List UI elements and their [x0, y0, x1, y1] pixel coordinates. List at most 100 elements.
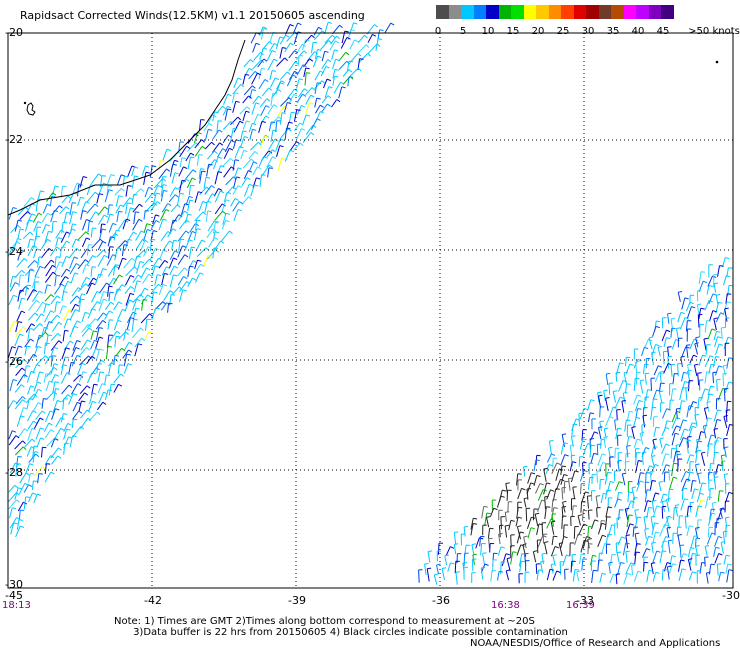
- wind-barb: [230, 198, 236, 207]
- wind-barb: [79, 385, 88, 395]
- wind-barb: [196, 247, 207, 257]
- wind-barb: [40, 248, 50, 259]
- wind-barb: [725, 564, 729, 574]
- wind-barb-flag: [301, 128, 306, 131]
- wind-barb: [614, 420, 617, 431]
- wind-barb: [212, 129, 220, 140]
- wind-barb-flag: [535, 459, 540, 461]
- wind-barb: [180, 203, 186, 216]
- wind-barb-flag: [130, 317, 135, 320]
- wind-barb: [671, 339, 677, 350]
- wind-barb: [276, 57, 286, 67]
- wind-barb-flag: [103, 254, 108, 258]
- wind-barb: [23, 496, 27, 510]
- wind-barb: [46, 391, 55, 400]
- wind-barb: [296, 78, 300, 89]
- wind-barb-flag: [75, 303, 80, 307]
- wind-barb-flag: [684, 498, 689, 501]
- wind-barb-flag: [665, 453, 670, 456]
- wind-barb-flag: [289, 149, 294, 153]
- wind-barb: [260, 105, 267, 116]
- wind-barb-flag: [225, 199, 230, 202]
- wind-barb: [599, 421, 603, 432]
- wind-barb: [722, 373, 725, 387]
- wind-barb: [144, 193, 153, 203]
- wind-barb: [185, 152, 192, 162]
- wind-barb-flag: [726, 275, 731, 278]
- wind-barb: [203, 177, 207, 189]
- wind-barb: [16, 519, 20, 530]
- wind-barb: [667, 540, 671, 554]
- wind-barb-flag: [619, 362, 624, 365]
- wind-barb-flag: [202, 211, 207, 215]
- wind-barb: [558, 543, 563, 557]
- wind-barb: [150, 283, 159, 295]
- wind-barb-flag: [240, 84, 245, 88]
- wind-barb: [677, 458, 679, 472]
- wind-barb: [160, 190, 164, 202]
- wind-barb-flag: [592, 554, 597, 557]
- wind-barb-flag: [39, 265, 44, 269]
- wind-barb-flag: [584, 539, 589, 542]
- wind-barb: [581, 429, 584, 441]
- wind-barb-flag: [186, 281, 191, 285]
- wind-barb: [26, 446, 32, 457]
- wind-barb-flag: [272, 92, 277, 95]
- wind-barb: [677, 363, 679, 377]
- wind-barb-flag: [12, 430, 17, 433]
- wind-barb-flag: [183, 166, 188, 169]
- wind-barb: [279, 112, 283, 125]
- wind-barb: [208, 237, 216, 248]
- wind-barb: [223, 192, 228, 203]
- wind-barb-flag: [277, 88, 282, 93]
- wind-barb-flag: [227, 108, 232, 111]
- wind-barb-flag: [471, 543, 476, 546]
- wind-barb: [99, 223, 103, 234]
- wind-barb: [698, 281, 704, 293]
- wind-barb: [551, 514, 554, 527]
- wind-barb: [239, 136, 245, 148]
- wind-barb-flag: [21, 297, 26, 300]
- wind-barb-flag: [192, 169, 197, 173]
- wind-barb-flag: [85, 283, 89, 287]
- wind-barb: [693, 364, 698, 377]
- wind-barb-flag: [310, 132, 315, 136]
- wind-barb: [26, 410, 34, 422]
- wind-barb-flag: [348, 76, 354, 78]
- wind-barb: [720, 461, 724, 472]
- wind-barb-flag: [72, 435, 77, 438]
- wind-barb: [659, 438, 663, 448]
- wind-barb: [78, 293, 83, 304]
- wind-barb: [108, 358, 116, 367]
- wind-barb-flag: [674, 373, 679, 375]
- wind-barb-flag: [374, 24, 379, 28]
- wind-barb-flag: [281, 157, 286, 160]
- wind-barb: [169, 250, 176, 260]
- wind-barb-flag: [313, 41, 318, 44]
- wind-barb: [149, 239, 152, 252]
- wind-barb-flag: [81, 362, 86, 366]
- wind-barb: [537, 535, 544, 548]
- wind-barb-flag: [676, 425, 681, 428]
- wind-barb: [88, 401, 94, 412]
- wind-barb: [50, 314, 58, 324]
- wind-barb-flag: [23, 374, 28, 378]
- wind-barb: [321, 59, 329, 70]
- wind-barb-flag: [713, 317, 718, 320]
- wind-barb: [331, 49, 335, 60]
- wind-barb-flag: [263, 58, 268, 62]
- wind-barb: [652, 389, 658, 401]
- wind-barb-flag: [564, 454, 569, 457]
- wind-barb: [496, 495, 502, 508]
- wind-barb-flag: [677, 453, 682, 456]
- wind-barb: [506, 490, 509, 501]
- wind-barb: [571, 505, 574, 517]
- wind-barb-flag: [656, 550, 661, 553]
- wind-barb-flag: [605, 397, 610, 399]
- wind-barb: [61, 222, 64, 234]
- wind-barb: [253, 51, 261, 61]
- wind-barb-flag: [694, 363, 699, 366]
- wind-barb: [269, 32, 274, 43]
- wind-barb: [704, 557, 706, 567]
